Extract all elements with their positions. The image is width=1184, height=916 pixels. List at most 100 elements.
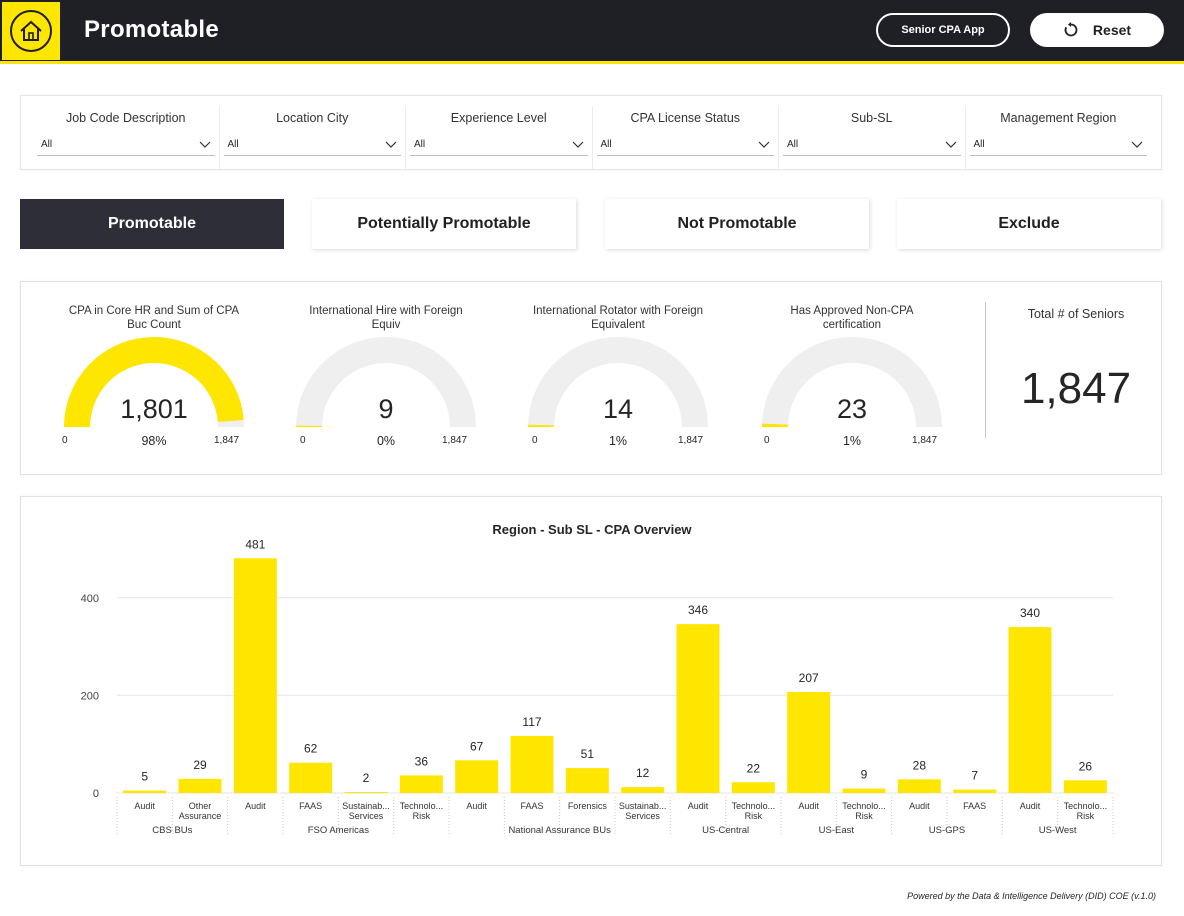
gauge-max: 1,847 [678,435,704,446]
filter-bar: Job Code Description All Location City A… [20,95,1162,170]
bar-value-label: 12 [636,766,650,780]
gauge-percent: 98% [141,434,167,448]
x-tick-label: FAAS [299,801,322,811]
reset-button[interactable]: Reset [1030,13,1164,47]
x-tick-label: FAAS [520,801,543,811]
gauge-min: 0 [300,435,306,446]
dropdown-value: All [414,139,426,150]
dropdown-value: All [227,139,239,150]
chevron-down-icon [385,141,397,148]
gauge-value: 9 [378,394,394,424]
gauge-value: 14 [602,394,634,424]
gauge-track [296,337,476,427]
gauge-title: International Rotator with Foreign Equiva… [532,305,704,331]
x-tick-label: Technolo... [842,801,886,811]
filter-label: Sub-SL [850,111,893,125]
gauge-percent: 1% [842,434,862,448]
reset-icon [1064,22,1078,37]
filter-label: Job Code Description [65,111,186,125]
bar-value-label: 62 [304,742,318,756]
home-button[interactable] [2,2,60,60]
top-bar: Promotable Senior CPA App Reset [0,0,1184,64]
bar-value-label: 7 [971,769,978,783]
kpi-panel: CPA in Core HR and Sum of CPA Buc Count 1… [20,281,1162,475]
x-tick-label: Audit [466,801,487,811]
gauge-title: International Hire with Foreign Equiv [309,305,463,331]
tab-promotable[interactable]: Promotable [20,199,284,249]
x-tick-label: Audit [909,801,930,811]
location-city-dropdown[interactable]: All [223,134,401,156]
gauge-international-hire: International Hire with Foreign Equiv 9 0… [276,282,496,476]
x-tick-label: Sustainab... [342,801,390,811]
home-icon [10,10,52,52]
dropdown-value: All [600,139,612,150]
bar-value-label: 340 [1020,606,1040,620]
gauge-max: 1,847 [442,435,468,446]
tab-potentially-promotable[interactable]: Potentially Promotable [312,199,576,249]
y-tick-label: 0 [93,788,99,800]
filter-label: Location City [276,111,349,125]
bar-value-label: 9 [861,768,868,782]
cpa-overview-chart: Region - Sub SL - CPA Overview 0 200 400 5 A… [20,496,1162,866]
tab-not-promotable[interactable]: Not Promotable [605,199,869,249]
gauge-percent: 1% [608,434,628,448]
bar-value-label: 481 [245,537,265,551]
chevron-down-icon [758,141,770,148]
dropdown-value: All [41,139,53,150]
cpa-license-dropdown[interactable]: All [596,134,774,156]
gauge-fill [296,425,323,427]
x-tick-label: Technolo... [1064,801,1108,811]
filter-management-region: Management Region All [966,106,1152,169]
bar-value-label: 29 [193,758,207,772]
chevron-down-icon [1131,141,1143,148]
x-tick-label: Audit [245,801,266,811]
bar-value-label: 22 [747,761,761,775]
group-label: National Assurance BUs [508,825,611,836]
gauge-value: 1,801 [120,394,188,424]
job-code-dropdown[interactable]: All [37,134,215,156]
chevron-down-icon [199,141,210,148]
x-tick-label: Risk [855,811,873,821]
gauge-fill [528,424,555,427]
bar [123,790,167,793]
page-title: Promotable [84,16,220,43]
filter-cpa-license: CPA License Status All [593,106,779,169]
bar [842,788,886,793]
filter-experience-level: Experience Level All [406,106,593,169]
bar [676,624,720,793]
x-tick-label: Forensics [568,801,608,811]
gauge-cpa-core-hr: CPA in Core HR and Sum of CPA Buc Count 1… [44,282,264,476]
senior-cpa-app-button[interactable]: Senior CPA App [876,13,1010,47]
x-tick-label: Assurance [179,811,222,821]
x-tick-label: Audit [798,801,819,811]
x-tick-label: Audit [1020,801,1041,811]
bar [953,789,997,793]
bar-value-label: 207 [799,671,819,685]
x-tick-label: Sustainab... [619,801,667,811]
chevron-down-icon [572,141,583,148]
management-region-dropdown[interactable]: All [969,134,1147,156]
bar-value-label: 2 [363,771,370,785]
filter-sub-sl: Sub-SL All [779,106,966,169]
bar [344,792,388,793]
bar [233,558,277,793]
filter-label: CPA License Status [630,111,741,125]
gauge-min: 0 [62,435,68,446]
experience-level-dropdown[interactable]: All [410,134,588,156]
dropdown-value: All [973,139,985,150]
filter-label: Management Region [1000,111,1117,125]
group-label: US-GPS [929,825,965,836]
total-seniors-title: Total # of Seniors [1027,307,1125,321]
total-seniors-value: 1,847 [1020,364,1132,413]
filter-job-code: Job Code Description All [33,106,220,169]
tab-exclude[interactable]: Exclude [897,199,1161,249]
x-tick-label: FAAS [963,801,986,811]
group-label: US-East [819,825,855,836]
sub-sl-dropdown[interactable]: All [783,134,961,156]
bar-value-label: 67 [470,739,484,753]
bar [787,691,831,793]
bar [178,778,222,793]
reset-label: Reset [1092,22,1132,38]
x-tick-label: Risk [1077,811,1095,821]
